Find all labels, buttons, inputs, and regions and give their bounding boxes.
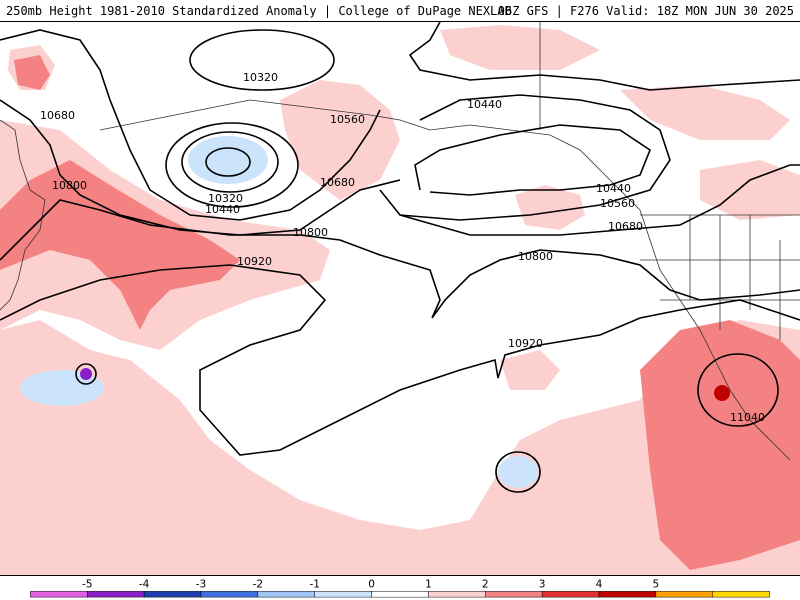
contour-label: 10440	[467, 98, 502, 111]
contour-label: 10920	[508, 337, 543, 350]
na-west-coast	[639, 209, 791, 461]
map-header: 250mb Height 1981-2010 Standardized Anom…	[0, 0, 800, 22]
low-anomaly-core	[80, 368, 92, 380]
state-lines-1	[689, 215, 781, 340]
colorbar-tick-label: -3	[196, 579, 207, 591]
contour-label: 10800	[52, 179, 87, 192]
contour-10680-east	[399, 164, 800, 236]
anomaly-region-5	[620, 85, 790, 140]
contour-label: 10800	[293, 226, 328, 239]
colorbar-swatch	[257, 591, 315, 598]
contour-label: 10680	[608, 220, 643, 233]
contour-label: 10920	[237, 255, 272, 268]
colorbar-swatch	[598, 591, 657, 598]
colorbar-tick-label: -1	[309, 579, 320, 591]
colorbar-tick-label: 0	[368, 579, 375, 591]
colorbar-tick-label: 5	[653, 579, 660, 591]
contour-label-layer: 10320 10320 10440 10560 10680 10680 1080…	[40, 71, 765, 424]
anomaly-region-9	[500, 350, 560, 390]
contour-label: 10320	[243, 71, 278, 84]
contour-10320-north	[189, 29, 335, 91]
contour-label: 10800	[518, 250, 553, 263]
contour-low-west-pacific	[75, 363, 97, 385]
anomaly-region-2	[0, 320, 800, 575]
colorbar-swatch	[485, 591, 543, 598]
colorbar-swatch	[87, 591, 145, 598]
colorbar-ticks: -5 -4 -3 -2 -1 0 1 2 3 4 5	[82, 579, 659, 591]
anomaly-region-3	[280, 80, 400, 200]
colorbar-tick-label: 1	[425, 579, 432, 591]
contour-label: 10440	[205, 203, 240, 216]
contour-10560-west	[0, 29, 381, 221]
contour-10440-low	[165, 122, 299, 208]
colorbar-swatch	[712, 591, 770, 598]
colorbar-tick-label: 4	[596, 579, 603, 591]
product-title: 250mb Height 1981-2010 Standardized Anom…	[6, 4, 512, 18]
alaska-coast	[99, 99, 641, 211]
low-anomaly-aleutian	[188, 136, 268, 184]
low-anomaly-central-pacific	[498, 456, 538, 488]
colorbar-swatch	[371, 591, 429, 598]
anomaly-colorbar: -5 -4 -3 -2 -1 0 1 2 3 4 5	[0, 575, 800, 600]
contour-label: 10680	[40, 109, 75, 122]
contour-10680-west	[0, 99, 401, 236]
colorbar-swatch	[655, 591, 713, 598]
asia-coast	[0, 119, 46, 311]
contour-label: 10440	[596, 182, 631, 195]
anomaly-core	[714, 385, 730, 401]
height-anomaly-map: 10320 10320 10440 10560 10680 10680 1080…	[0, 22, 800, 575]
contour-label: 11040	[730, 411, 765, 424]
contour-11040	[697, 353, 779, 427]
height-contours	[0, 22, 800, 493]
colorbar-swatch	[428, 591, 486, 598]
contour-label: 10680	[320, 176, 355, 189]
anomaly-region-6	[700, 160, 800, 220]
strong-anomaly-mexico	[640, 320, 800, 570]
contour-10920-hawaii	[495, 451, 541, 493]
contour-10560-east	[379, 94, 671, 221]
strong-positive-anomaly-shading	[0, 55, 800, 570]
colorbar-swatches	[30, 591, 770, 598]
contour-10320-outer	[181, 131, 279, 193]
state-lines-2	[640, 259, 800, 301]
contour-label: 10320	[208, 192, 243, 205]
colorbar-swatch	[314, 591, 372, 598]
strong-anomaly-nw	[14, 55, 50, 90]
contour-label: 10560	[330, 113, 365, 126]
contour-10320-center	[205, 147, 251, 177]
colorbar-tick-label: 3	[539, 579, 546, 591]
colorbar-tick-label: -2	[253, 579, 264, 591]
contour-10440-north	[408, 22, 800, 91]
colorbar-tick-label: -4	[139, 579, 150, 591]
contour-label: 10560	[600, 197, 635, 210]
colorbar-tick-label: 2	[482, 579, 489, 591]
contour-10920	[0, 264, 800, 456]
contour-10440-east	[414, 124, 651, 196]
colorbar-swatch	[541, 591, 600, 598]
colorbar-swatch	[143, 591, 202, 598]
anomaly-region-4	[440, 25, 600, 70]
contour-10800	[0, 199, 800, 319]
model-valid-time: 06Z GFS | F276 Valid: 18Z MON JUN 30 202…	[497, 4, 794, 18]
colorbar-swatch	[30, 591, 88, 598]
colorbar-tick-label: -5	[82, 579, 93, 591]
anomaly-region-7	[515, 185, 585, 230]
colorbar-swatch	[200, 591, 259, 598]
strong-anomaly-pacific	[0, 160, 240, 330]
negative-anomaly-shading	[20, 136, 538, 488]
coastlines	[0, 22, 800, 461]
